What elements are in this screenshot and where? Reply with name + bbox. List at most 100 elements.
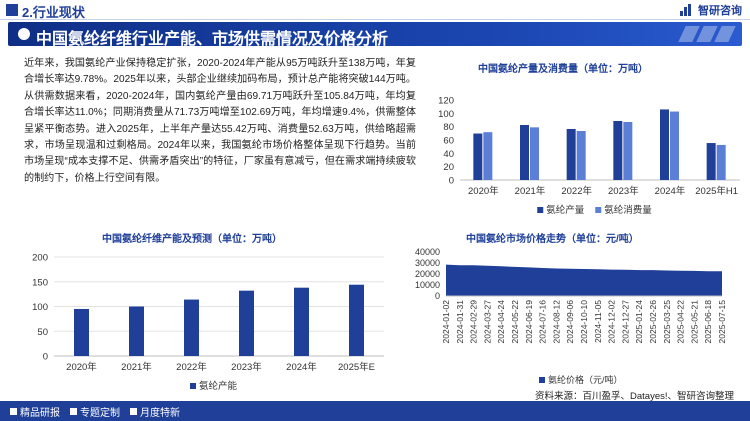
y-tick-label: 0 <box>43 352 48 363</box>
y-tick-label: 150 <box>32 277 48 288</box>
legend-label: 氨纶产量 <box>546 204 585 216</box>
bar-primary <box>660 109 669 180</box>
footer-bar: 精品研报 专题定制 月度特新 <box>0 401 750 421</box>
y-tick-label: 0 <box>435 291 440 301</box>
x-tick-label: 2024-11-05 <box>593 300 603 343</box>
chart-production-consumption: 0 20 40 60 80 100 120 2020年 2021年 2022年 2023年 2024年… <box>438 96 740 216</box>
x-tick-label: 2024-07-16 <box>538 300 548 344</box>
page-banner: 中国氨纶纤维行业产能、市场供需情况及价格分析 <box>8 22 742 48</box>
top-divider <box>0 19 750 20</box>
x-tick-label: 2025年H1 <box>695 185 738 197</box>
y-tick-label: 40 <box>443 149 454 160</box>
bar-secondary <box>716 144 726 180</box>
section-title: 2.行业现状 <box>22 5 85 20</box>
x-tick-label: 2022年 <box>561 185 592 197</box>
y-tick-label: 30000 <box>415 258 440 268</box>
x-tick-label: 2025-06-18 <box>703 300 713 344</box>
x-tick-label: 2024年 <box>286 361 317 373</box>
bar-primary <box>239 290 254 356</box>
banner-stripes-icon <box>678 26 736 42</box>
footer-links: 精品研报 专题定制 月度特新 <box>10 404 180 419</box>
bar-primary <box>706 143 716 180</box>
bar-secondary <box>623 122 633 180</box>
legend-swatch <box>539 377 545 383</box>
x-tick-label: 2025-02-26 <box>648 300 658 344</box>
y-tick-label: 100 <box>438 109 454 120</box>
bar-primary <box>349 284 364 356</box>
brand-bars-icon <box>680 4 694 16</box>
bar-secondary <box>670 111 679 180</box>
footer-item-monthly[interactable]: 月度特新 <box>130 404 180 419</box>
x-tick-label: 2025-01-24 <box>634 300 644 344</box>
bar-primary <box>74 308 89 356</box>
y-tick-label: 200 <box>32 253 48 264</box>
x-tick-label: 2025-07-15 <box>717 300 727 344</box>
x-tick-label: 2025-05-21 <box>689 300 699 344</box>
legend-label: 氨纶消费量 <box>604 204 652 216</box>
x-tick-label: 2024-08-12 <box>551 300 561 344</box>
x-tick-label: 2020年 <box>66 361 97 373</box>
bar-primary <box>184 299 199 356</box>
bar-primary <box>566 129 576 180</box>
chart-title-capacity: 中国氨纶纤维产能及预测（单位：万吨） <box>102 234 282 245</box>
y-tick-label: 120 <box>438 96 454 107</box>
x-tick-label: 2024-12-02 <box>607 300 617 344</box>
bar-primary <box>129 306 144 356</box>
banner-dot-icon <box>18 28 30 40</box>
y-tick-label: 100 <box>32 302 48 313</box>
bar-secondary <box>530 127 539 180</box>
chart-title-production-consumption: 中国氨纶产量及消费量（单位：万吨） <box>478 64 648 75</box>
x-tick-label: 2024-01-02 <box>441 300 451 344</box>
bar-secondary <box>483 132 493 180</box>
y-tick-label: 10000 <box>415 280 440 290</box>
brand-name: 智研咨询 <box>698 5 742 17</box>
x-tick-label: 2024-03-27 <box>482 300 492 344</box>
square-bullet-icon <box>10 408 17 415</box>
top-bar: 2.行业现状 智研咨询 <box>0 0 750 20</box>
legend-label: 氨纶价格（元/吨） <box>548 374 623 385</box>
footer-item-research[interactable]: 精品研报 <box>10 404 60 419</box>
x-tick-label: 2024-09-06 <box>565 300 575 344</box>
y-tick-label: 60 <box>443 136 454 147</box>
price-area <box>446 264 722 296</box>
y-tick-label: 50 <box>37 327 48 338</box>
x-tick-label: 2024-10-10 <box>579 300 589 344</box>
x-tick-label: 2025年E <box>338 361 375 373</box>
legend-swatch <box>190 383 196 389</box>
x-tick-label: 2020年 <box>468 185 499 197</box>
y-tick-label: 40000 <box>415 247 440 257</box>
y-tick-label: 20000 <box>415 269 440 279</box>
x-tick-label: 2024-05-22 <box>510 300 520 344</box>
x-tick-label: 2024-02-29 <box>469 300 479 344</box>
square-bullet-icon <box>70 408 77 415</box>
section-square-icon <box>6 4 18 16</box>
y-tick-label: 80 <box>443 122 454 133</box>
bar-primary <box>294 287 309 356</box>
source-note: 资料来源：百川盈孚、Datayes!、智研咨询整理 <box>535 391 734 402</box>
x-tick-label: 2021年 <box>515 185 546 197</box>
x-tick-label: 2021年 <box>121 361 152 373</box>
x-tick-label: 2024-06-19 <box>524 300 534 344</box>
bar-secondary <box>576 131 586 180</box>
x-tick-label: 2024-04-24 <box>496 300 506 344</box>
y-tick-label: 20 <box>443 162 454 173</box>
chart-capacity: 0 50 100 150 200 2020年 2021年 2022年 2023年 2024年 202… <box>32 253 384 392</box>
chart-title-price: 中国氨纶市场价格走势（单位：元/吨） <box>466 234 639 245</box>
x-tick-label: 2024-01-31 <box>455 300 465 344</box>
x-tick-label: 2025-04-22 <box>676 300 686 344</box>
brand-logo: 智研咨询 <box>680 2 742 18</box>
analysis-paragraph: 近年来，我国氨纶产业保持稳定扩张，2020-2024年产能从95万吨跃升至138… <box>24 58 416 184</box>
bar-primary <box>520 125 529 180</box>
page-title: 中国氨纶纤维行业产能、市场供需情况及价格分析 <box>36 31 389 48</box>
square-bullet-icon <box>130 408 137 415</box>
legend-swatch <box>537 207 544 213</box>
x-tick-label: 2023年 <box>231 361 262 373</box>
x-tick-label: 2025-03-25 <box>662 300 672 344</box>
y-tick-label: 0 <box>449 176 454 187</box>
legend-label: 氨纶产能 <box>199 380 238 392</box>
bar-primary <box>613 121 623 180</box>
x-tick-label: 2022年 <box>176 361 207 373</box>
footer-item-custom[interactable]: 专题定制 <box>70 404 120 419</box>
x-tick-label: 2023年 <box>608 185 639 197</box>
